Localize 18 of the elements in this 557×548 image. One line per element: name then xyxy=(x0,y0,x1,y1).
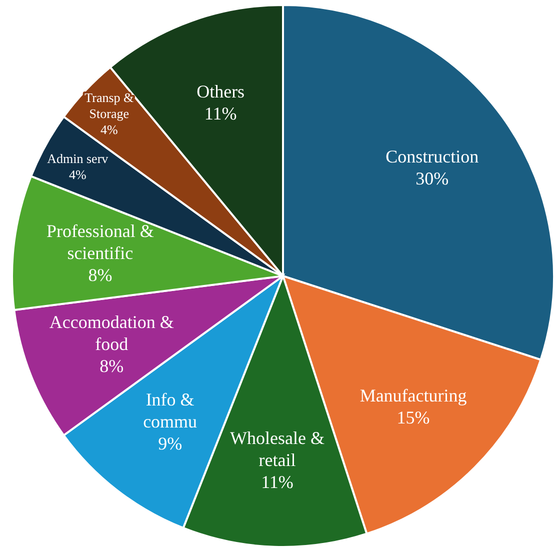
data-label: 30% xyxy=(416,168,449,189)
slice-label: Professional & scientific xyxy=(46,220,154,263)
slice-label: Construction xyxy=(386,146,479,167)
slice-label: Wholesale & retail xyxy=(230,428,324,470)
slice-label: Transp & Storage xyxy=(84,89,134,120)
data-label: 11% xyxy=(261,472,294,492)
slice-label: Manufacturing xyxy=(360,385,467,406)
data-label: 4% xyxy=(68,166,86,182)
slice-label: Others xyxy=(196,82,245,102)
data-label: 15% xyxy=(396,407,430,428)
slice-label: Accomodation & food xyxy=(49,312,174,354)
data-label: 4% xyxy=(100,121,118,136)
data-label: 8% xyxy=(88,264,112,285)
data-label: 9% xyxy=(158,434,182,454)
data-label: 8% xyxy=(100,356,124,376)
slice-label: Admin serv xyxy=(47,150,109,166)
slice-label: Info & commu xyxy=(143,390,198,432)
data-label: 11% xyxy=(204,104,237,124)
